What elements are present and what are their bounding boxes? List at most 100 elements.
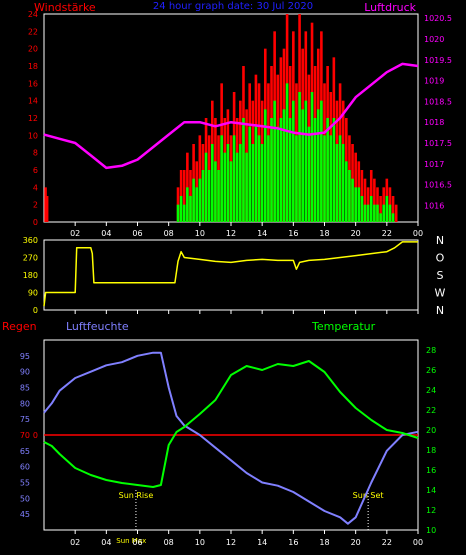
temperature-y-tick-8: 26 [426, 366, 436, 375]
sun-max-label: Sun Max [116, 537, 146, 545]
direction-panel-frame [43, 239, 419, 311]
wind-direction-line [43, 241, 418, 307]
x-tick-label-top-0: 02 [70, 229, 80, 238]
wind-avg-bar-46 [313, 118, 317, 222]
humidity-label: Luftfeuchte [66, 320, 129, 333]
wind-avg-bar-16 [220, 135, 223, 222]
x-tick-label-top-5: 12 [226, 229, 236, 238]
x-tick-label-bottom-5: 12 [226, 538, 236, 547]
x-tick-label-top-9: 20 [351, 229, 361, 238]
wind-avg-bar-5 [186, 187, 189, 222]
wind-avg-bar-13 [211, 144, 214, 222]
wind-avg-bar-24 [245, 152, 248, 222]
wind-avg-bar-43 [304, 100, 308, 222]
graph-date-title: 24 hour graph date: 30 Jul 2020 [153, 1, 313, 12]
wind-avg-bar-67 [379, 213, 382, 222]
direction-y-tick-1: 90 [28, 289, 38, 298]
temperature-y-tick-3: 16 [426, 466, 436, 475]
wind-gust-bar-66 [376, 187, 379, 222]
wind-avg-bar-30 [263, 109, 267, 222]
compass-label-2: S [437, 269, 444, 282]
wind-avg-bar-55 [341, 144, 345, 222]
wind-avg-bar-18 [226, 144, 230, 222]
x-tick-label-bottom-2: 06 [132, 538, 142, 547]
wind-gust-bar-1 [45, 196, 49, 222]
wind-avg-bar-50 [326, 118, 329, 222]
x-tick-label-bottom-7: 16 [288, 538, 298, 547]
pressure-y-tick-4: 1018 [424, 118, 444, 127]
humidity-y-tick-3: 60 [20, 463, 30, 472]
wind-y-tick-8: 16 [28, 79, 38, 88]
wind-avg-bar-9 [198, 178, 202, 222]
x-tick-label-bottom-1: 04 [101, 538, 111, 547]
wind-avg-bar-45 [310, 92, 314, 222]
temperature-y-tick-2: 14 [426, 486, 436, 495]
wind-gust-bar-72 [394, 204, 398, 222]
wind-y-tick-5: 10 [28, 131, 38, 140]
temperature-y-tick-6: 22 [426, 406, 436, 415]
x-tick-label-bottom-9: 20 [351, 538, 361, 547]
wind-avg-bar-27 [254, 126, 258, 222]
wind-avg-bar-54 [338, 135, 342, 222]
x-tick-label-bottom-4: 10 [195, 538, 205, 547]
wind-gust-bar-9 [198, 135, 202, 222]
wind-gust-bar-67 [379, 196, 382, 222]
x-tick-label-top-10: 22 [382, 229, 392, 238]
wind-y-tick-11: 22 [28, 27, 38, 36]
wind-y-tick-7: 14 [28, 97, 38, 106]
wind-strength-title: Windstärke [34, 1, 96, 14]
wind-y-tick-9: 18 [28, 62, 38, 71]
wind-avg-bar-11 [204, 152, 208, 222]
wind-avg-bar-34 [276, 126, 280, 222]
humidity-y-tick-10: 95 [20, 352, 30, 361]
air-pressure-title: Luftdruck [364, 1, 416, 14]
wind-avg-bar-49 [323, 135, 326, 222]
wind-gust-bar-62 [363, 178, 367, 222]
x-tick-label-top-3: 08 [164, 229, 174, 238]
pressure-y-tick-8: 1020 [424, 35, 444, 44]
wind-avg-bar-21 [235, 152, 239, 222]
pressure-y-tick-3: 1017.5 [424, 139, 452, 148]
wind-avg-bar-8 [195, 187, 199, 222]
wind-avg-bar-23 [242, 118, 245, 222]
humidity-y-tick-5: 70 [20, 431, 30, 440]
x-tick-label-top-1: 04 [101, 229, 111, 238]
humidity-line [43, 351, 419, 525]
wind-avg-bar-57 [348, 170, 351, 222]
temperature-y-tick-4: 18 [426, 446, 436, 455]
wind-y-tick-12: 24 [28, 10, 38, 19]
wind-avg-bar-53 [335, 144, 339, 222]
pressure-line [43, 62, 419, 170]
wind-avg-bar-68 [382, 204, 386, 222]
pressure-y-tick-1: 1016.5 [424, 181, 452, 190]
rain-label: Regen [2, 320, 37, 333]
sun-set-label: Sun Set [353, 491, 384, 500]
wind-y-tick-4: 8 [33, 149, 38, 158]
x-tick-label-bottom-3: 08 [164, 538, 174, 547]
wind-y-tick-3: 6 [33, 166, 38, 175]
wind-avg-bar-17 [223, 152, 227, 222]
wind-avg-bar-10 [201, 170, 205, 222]
temperature-y-tick-1: 12 [426, 506, 436, 515]
wind-avg-bar-60 [357, 187, 361, 222]
wind-gust-bar-68 [382, 187, 386, 222]
wind-avg-bar-41 [298, 92, 301, 222]
wind-avg-bar-28 [257, 135, 261, 222]
humidity-y-tick-7: 80 [20, 399, 30, 408]
humidity-y-tick-6: 75 [20, 415, 30, 424]
pressure-y-tick-7: 1019.5 [424, 56, 452, 65]
wind-gust-bar-65 [373, 178, 376, 222]
wind-avg-bar-29 [260, 144, 264, 222]
wind-avg-bar-69 [385, 196, 389, 222]
temperature-label: Temperatur [311, 320, 376, 333]
rain-y-tick-0: 0 [33, 431, 38, 440]
wind-gust-bar-71 [391, 196, 395, 222]
wind-avg-bar-59 [354, 187, 357, 222]
humidity-y-tick-0: 45 [20, 510, 30, 519]
wind-y-tick-0: 0 [33, 218, 38, 227]
wind-avg-bar-20 [232, 135, 236, 222]
wind-gust-bar-63 [366, 187, 370, 222]
wind-avg-bar-70 [388, 204, 392, 222]
wind-gust-bar-70 [388, 187, 392, 222]
